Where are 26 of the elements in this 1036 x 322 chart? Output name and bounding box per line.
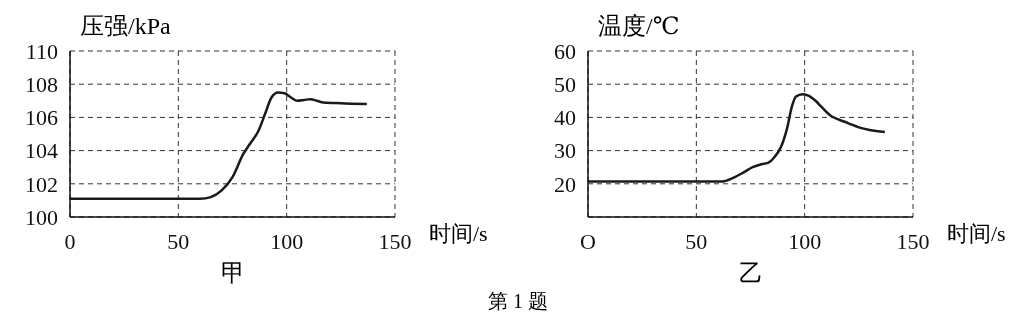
x-axis-title: 时间/s — [947, 220, 1006, 248]
x-tick-label: 150 — [896, 228, 930, 254]
x-tick-label: 50 — [167, 228, 190, 254]
y-tick-label: 100 — [25, 204, 58, 230]
text: 甲 — [219, 259, 246, 288]
x-tick-label: 100 — [788, 228, 822, 254]
x-tick-label: 50 — [685, 228, 708, 254]
y-tick-label: 60 — [554, 38, 576, 64]
y-tick-label: 30 — [554, 138, 576, 164]
x-tick-label: 100 — [270, 228, 304, 254]
y-tick-label: 50 — [554, 72, 576, 98]
text: 第 1 题 — [487, 289, 549, 314]
y-tick-label: 40 — [554, 105, 576, 131]
y-tick-label: 110 — [25, 38, 58, 64]
x-tick-label: 0 — [64, 228, 76, 254]
x-tick-label: 150 — [378, 228, 412, 254]
y-tick-label: 102 — [25, 171, 58, 197]
y-tick-label: 108 — [25, 72, 58, 98]
y-tick-label: 20 — [554, 171, 576, 197]
x-axis-title: 时间/s — [429, 220, 488, 248]
y-tick-label: 104 — [25, 138, 58, 164]
y-tick-label: 106 — [25, 105, 58, 131]
y-axis-title: 压强/kPa — [80, 12, 171, 41]
y-axis-title: 温度/℃ — [598, 12, 680, 41]
x-tick-label: O — [580, 228, 596, 254]
text: 乙 — [737, 259, 764, 288]
